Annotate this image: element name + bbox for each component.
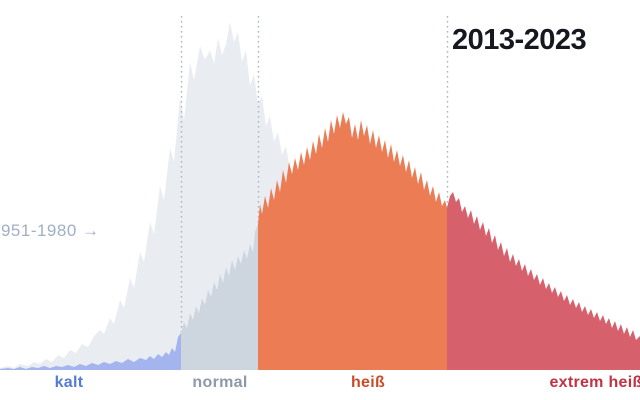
segment-extrem-hei- [447,192,640,370]
period-title: 2013-2023 [452,24,587,56]
reference-period-label: 1951-1980 → [0,221,100,240]
segment-hei- [258,112,447,370]
zone-label-extrem-heiss: extrem heiß [549,374,640,391]
distribution-area-2013-2023 [0,112,640,370]
zone-label-kalt: kalt [54,374,84,391]
zone-label-heiss: heiß [350,374,386,391]
segment-kalt [0,333,181,370]
segment-normal [181,224,258,370]
zone-label-normal: normal [192,374,248,391]
